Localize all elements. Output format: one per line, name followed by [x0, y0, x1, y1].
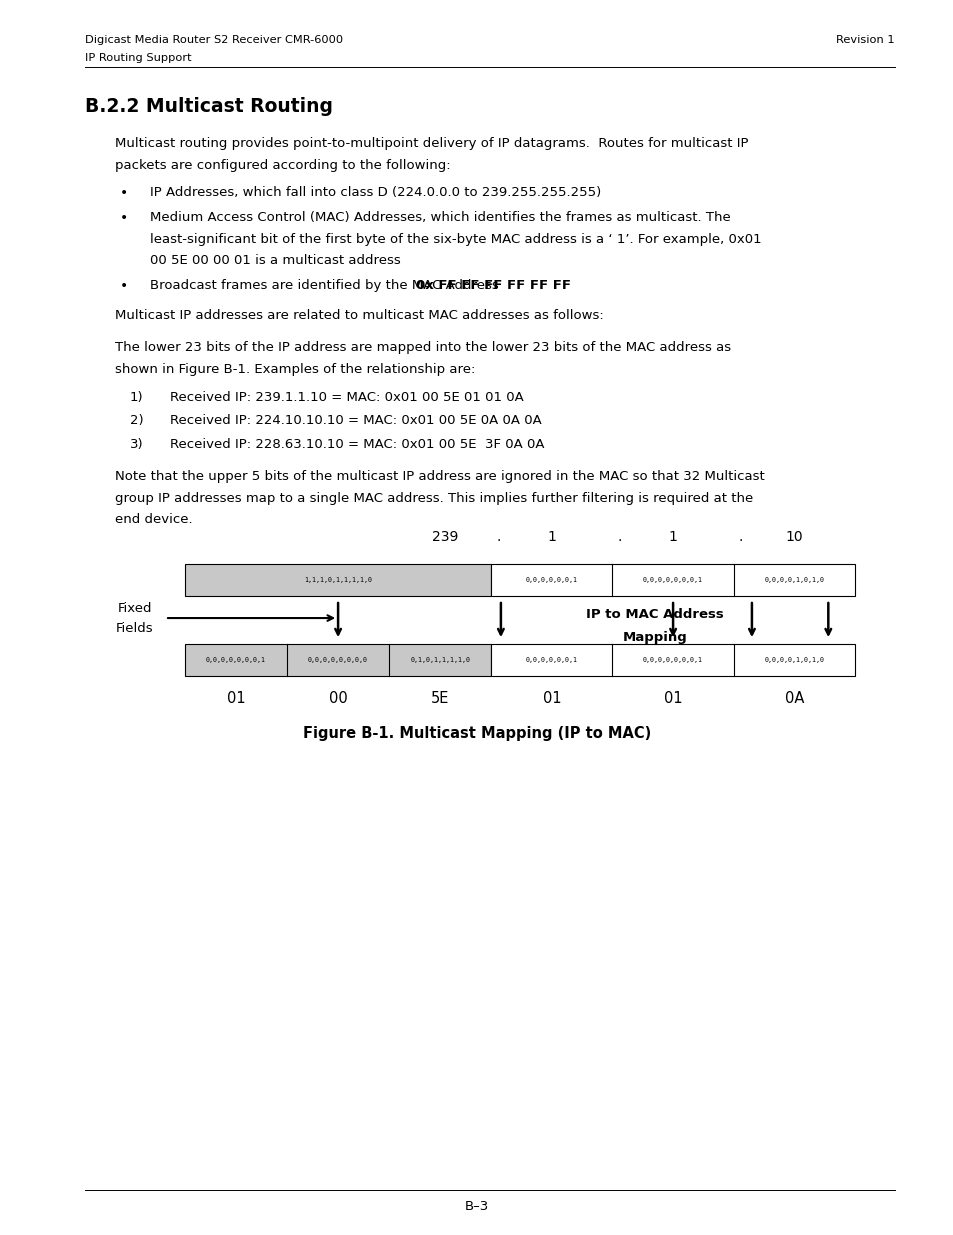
- Text: 3): 3): [130, 438, 144, 451]
- Text: 0,0,0,0,0,0,0,1: 0,0,0,0,0,0,0,1: [642, 577, 702, 583]
- Text: Received IP: 224.10.10.10 = MAC: 0x01 00 5E 0A 0A 0A: Received IP: 224.10.10.10 = MAC: 0x01 00…: [170, 415, 541, 427]
- Text: 00: 00: [329, 692, 347, 706]
- Text: 2): 2): [130, 415, 144, 427]
- Text: 0,0,0,0,0,0,0,0: 0,0,0,0,0,0,0,0: [308, 657, 368, 663]
- Text: Broadcast frames are identified by the MAC Address: Broadcast frames are identified by the M…: [150, 279, 502, 291]
- Text: Received IP: 239.1.1.10 = MAC: 0x01 00 5E 01 01 0A: Received IP: 239.1.1.10 = MAC: 0x01 00 5…: [170, 390, 523, 404]
- Bar: [491, 643, 854, 676]
- Text: 1: 1: [668, 530, 677, 545]
- Text: 5E: 5E: [431, 692, 449, 706]
- Text: 239: 239: [432, 530, 457, 545]
- Text: 01: 01: [227, 692, 245, 706]
- Bar: [185, 643, 491, 676]
- Text: The lower 23 bits of the IP address are mapped into the lower 23 bits of the MAC: The lower 23 bits of the IP address are …: [115, 341, 730, 354]
- Text: Multicast routing provides point-to-multipoint delivery of IP datagrams.  Routes: Multicast routing provides point-to-mult…: [115, 137, 748, 149]
- Text: •: •: [120, 279, 128, 293]
- Text: 10: 10: [784, 530, 802, 545]
- Text: Received IP: 228.63.10.10 = MAC: 0x01 00 5E  3F 0A 0A: Received IP: 228.63.10.10 = MAC: 0x01 00…: [170, 438, 544, 451]
- Text: •: •: [120, 186, 128, 200]
- Text: .: .: [553, 279, 557, 291]
- Text: .: .: [738, 530, 742, 545]
- Text: least-significant bit of the first byte of the six-byte MAC address is a ‘ 1’. F: least-significant bit of the first byte …: [150, 232, 760, 246]
- Text: end device.: end device.: [115, 514, 193, 526]
- Text: Medium Access Control (MAC) Addresses, which identifies the frames as multicast.: Medium Access Control (MAC) Addresses, w…: [150, 211, 730, 225]
- Text: 0,0,0,0,0,0,0,1: 0,0,0,0,0,0,0,1: [642, 657, 702, 663]
- Text: 0,0,0,0,1,0,1,0: 0,0,0,0,1,0,1,0: [763, 577, 823, 583]
- Text: 0,0,0,0,1,0,1,0: 0,0,0,0,1,0,1,0: [763, 657, 823, 663]
- Text: Multicast IP addresses are related to multicast MAC addresses as follows:: Multicast IP addresses are related to mu…: [115, 309, 603, 322]
- Text: 1: 1: [547, 530, 556, 545]
- Text: 00 5E 00 00 01 is a multicast address: 00 5E 00 00 01 is a multicast address: [150, 254, 400, 267]
- Bar: [185, 564, 491, 597]
- Text: group IP addresses map to a single MAC address. This implies further filtering i: group IP addresses map to a single MAC a…: [115, 492, 753, 505]
- Text: Fields: Fields: [116, 621, 153, 635]
- Text: 01: 01: [663, 692, 681, 706]
- Text: Figure B-1. Multicast Mapping (IP to MAC): Figure B-1. Multicast Mapping (IP to MAC…: [302, 726, 651, 741]
- Text: 0,0,0,0,0,0,0,1: 0,0,0,0,0,0,0,1: [206, 657, 266, 663]
- Text: .: .: [496, 530, 500, 545]
- Text: shown in Figure B-1. Examples of the relationship are:: shown in Figure B-1. Examples of the rel…: [115, 363, 475, 375]
- Text: .: .: [617, 530, 621, 545]
- Bar: [491, 564, 854, 597]
- Text: IP Addresses, which fall into class D (224.0.0.0 to 239.255.255.255): IP Addresses, which fall into class D (2…: [150, 186, 600, 199]
- Text: 0,0,0,0,0,0,1: 0,0,0,0,0,0,1: [525, 657, 578, 663]
- Text: IP Routing Support: IP Routing Support: [85, 53, 192, 63]
- Text: 0,0,0,0,0,0,1: 0,0,0,0,0,0,1: [525, 577, 578, 583]
- Text: 0x FF FF FF FF FF FF: 0x FF FF FF FF FF FF: [416, 279, 571, 291]
- Text: B–3: B–3: [464, 1200, 489, 1213]
- Text: Digicast Media Router S2 Receiver CMR-6000: Digicast Media Router S2 Receiver CMR-60…: [85, 35, 343, 44]
- Text: 0,1,0,1,1,1,1,0: 0,1,0,1,1,1,1,0: [410, 657, 470, 663]
- Text: Note that the upper 5 bits of the multicast IP address are ignored in the MAC so: Note that the upper 5 bits of the multic…: [115, 471, 764, 483]
- Text: Revision 1: Revision 1: [836, 35, 894, 44]
- Text: •: •: [120, 211, 128, 225]
- Text: 01: 01: [542, 692, 560, 706]
- Text: IP to MAC Address: IP to MAC Address: [585, 608, 723, 621]
- Text: Fixed: Fixed: [117, 601, 152, 615]
- Text: packets are configured according to the following:: packets are configured according to the …: [115, 158, 450, 172]
- Text: 1): 1): [130, 390, 144, 404]
- Text: B.2.2 Multicast Routing: B.2.2 Multicast Routing: [85, 98, 333, 116]
- Text: 0A: 0A: [784, 692, 803, 706]
- Text: 1,1,1,0,1,1,1,1,0: 1,1,1,0,1,1,1,1,0: [304, 577, 372, 583]
- Text: Mapping: Mapping: [622, 631, 686, 643]
